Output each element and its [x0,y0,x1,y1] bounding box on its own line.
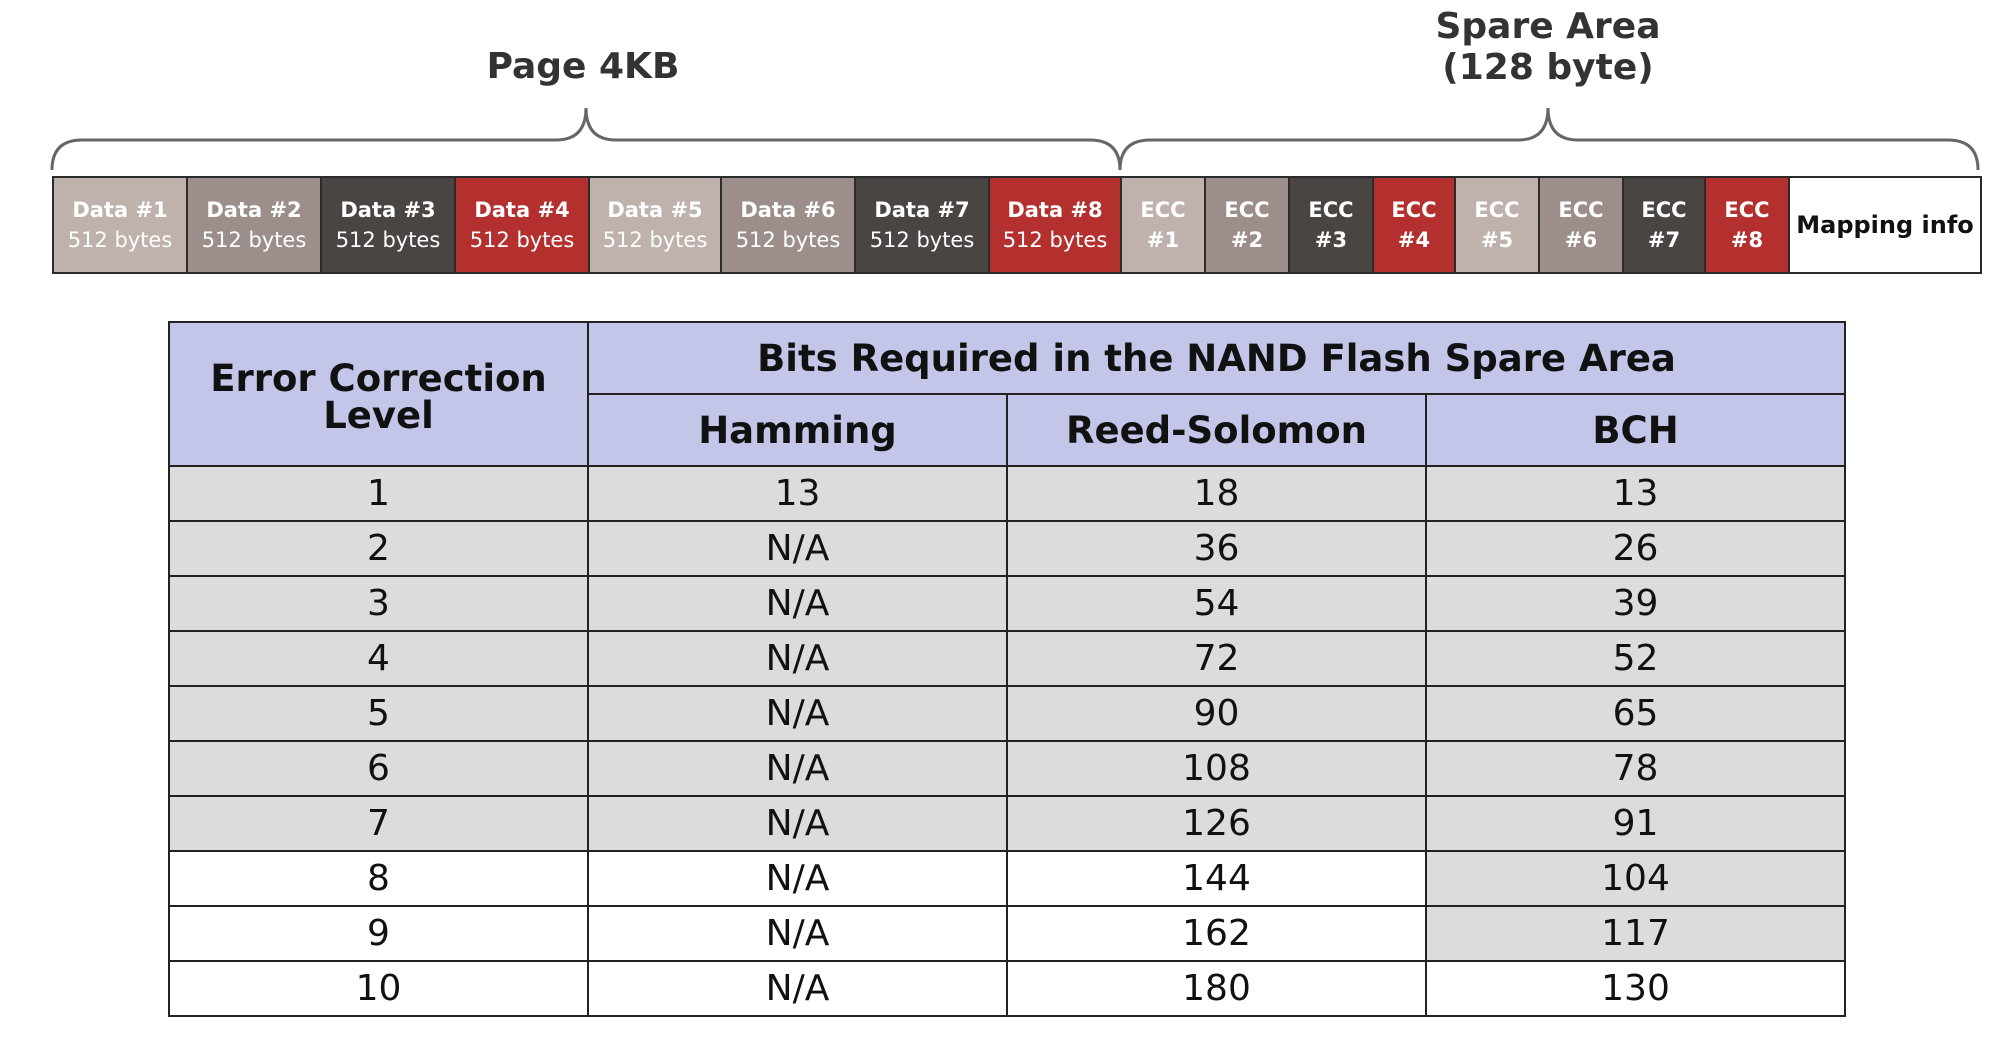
table-row: 10 N/A 180 130 [168,960,1847,1017]
level-cell: 7 [168,795,589,852]
ecc-block-2: ECC #2 [1206,178,1290,272]
ecc-block-7: ECC #7 [1624,178,1706,272]
page-layout-strip: Data #1 512 bytes Data #2 512 bytes Data #… [52,176,1982,274]
hamming-cell: 13 [587,465,1008,522]
hamming-cell: N/A [587,740,1008,797]
level-cell: 9 [168,905,589,962]
bch-cell: 39 [1424,575,1847,632]
reed-solomon-cell: 90 [1006,685,1427,742]
reed-solomon-cell: 144 [1006,850,1427,907]
reed-solomon-cell: 162 [1006,905,1427,962]
bch-cell: 104 [1424,850,1847,907]
hamming-cell: N/A [587,960,1008,1017]
data-block-8: Data #8 512 bytes [990,178,1122,272]
reed-solomon-cell: 36 [1006,520,1427,577]
bits-required-group-header: Bits Required in the NAND Flash Spare Ar… [586,321,1847,395]
spare-area-label: Spare Area (128 byte) [1348,6,1748,89]
table-row: 3 N/A 54 39 [168,575,1847,632]
hamming-cell: N/A [587,905,1008,962]
hamming-cell: N/A [587,520,1008,577]
bch-cell: 117 [1424,905,1847,962]
data-block-3: Data #3 512 bytes [322,178,456,272]
hamming-cell: N/A [587,685,1008,742]
page-size-label: Page 4KB [486,46,680,87]
table-row: 5 N/A 90 65 [168,685,1847,742]
bch-cell: 78 [1424,740,1847,797]
table-row: 1 13 18 13 [168,465,1847,522]
bch-cell: 65 [1424,685,1847,742]
reed-solomon-cell: 126 [1006,795,1427,852]
mapping-info-block: Mapping info [1790,178,1980,272]
table-row: 7 N/A 126 91 [168,795,1847,852]
level-cell: 1 [168,465,589,522]
data-block-7: Data #7 512 bytes [856,178,990,272]
reed-solomon-cell: 180 [1006,960,1427,1017]
ecc-block-5: ECC #5 [1456,178,1540,272]
table-row: 9 N/A 162 117 [168,905,1847,962]
bch-cell: 13 [1424,465,1847,522]
error-correction-level-header: Error Correction Level [168,321,589,467]
data-block-2: Data #2 512 bytes [188,178,322,272]
column-header-hamming: Hamming [587,393,1008,467]
bch-cell: 130 [1424,960,1847,1017]
ecc-block-8: ECC #8 [1706,178,1790,272]
column-header-bch: BCH [1424,393,1847,467]
hamming-cell: N/A [587,850,1008,907]
reed-solomon-cell: 18 [1006,465,1427,522]
brace-group [50,107,1980,171]
table-row: 2 N/A 36 26 [168,520,1847,577]
spare-area-title: Spare Area [1435,6,1661,47]
ecc-block-3: ECC #3 [1290,178,1374,272]
level-cell: 10 [168,960,589,1017]
bch-cell: 26 [1424,520,1847,577]
reed-solomon-cell: 54 [1006,575,1427,632]
data-block-1: Data #1 512 bytes [54,178,188,272]
column-header-reed-solomon: Reed-Solomon [1006,393,1427,467]
data-block-6: Data #6 512 bytes [722,178,856,272]
level-cell: 2 [168,520,589,577]
spare-area-brace [1118,107,1980,171]
reed-solomon-cell: 108 [1006,740,1427,797]
hamming-cell: N/A [587,630,1008,687]
table-row: 4 N/A 72 52 [168,630,1847,687]
table-row: 8 N/A 144 104 [168,850,1847,907]
level-cell: 4 [168,630,589,687]
level-cell: 6 [168,740,589,797]
ecc-block-6: ECC #6 [1540,178,1624,272]
hamming-cell: N/A [587,575,1008,632]
data-block-5: Data #5 512 bytes [590,178,722,272]
bch-cell: 52 [1424,630,1847,687]
table-row: 6 N/A 108 78 [168,740,1847,797]
level-cell: 3 [168,575,589,632]
hamming-cell: N/A [587,795,1008,852]
spare-area-size: (128 byte) [1442,47,1654,89]
ecc-bits-table: Error Correction Level Bits Required in … [168,321,1847,1017]
bch-cell: 91 [1424,795,1847,852]
ecc-block-1: ECC #1 [1122,178,1206,272]
data-block-4: Data #4 512 bytes [456,178,590,272]
level-cell: 8 [168,850,589,907]
page-brace [50,107,1122,171]
ecc-block-4: ECC #4 [1374,178,1456,272]
reed-solomon-cell: 72 [1006,630,1427,687]
level-cell: 5 [168,685,589,742]
